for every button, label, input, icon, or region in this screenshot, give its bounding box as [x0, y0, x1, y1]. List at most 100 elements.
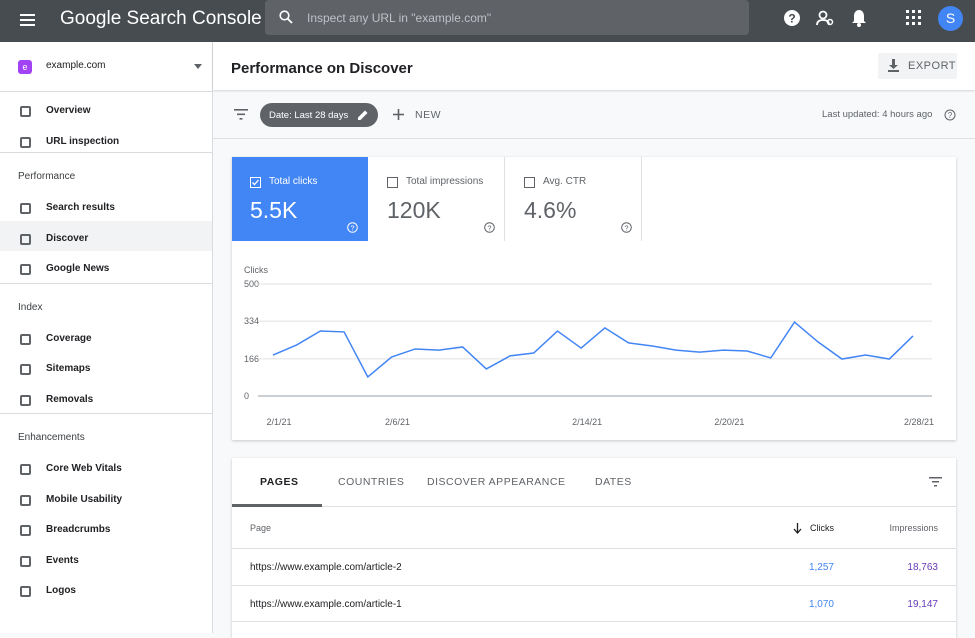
edit-icon	[358, 110, 368, 120]
search-box[interactable]: Inspect any URL in "example.com"	[265, 0, 749, 35]
nav-icon	[20, 464, 31, 475]
help-icon[interactable]: ?	[621, 220, 632, 238]
metric-label: Total clicks	[269, 176, 318, 187]
help-icon[interactable]: ?	[783, 9, 801, 27]
cell: 1,257	[808, 562, 834, 573]
page-title: Performance on Discover	[231, 60, 413, 77]
metric-tile[interactable]: Total clicks 5.5K?	[232, 157, 368, 241]
date-filter-label: Date: Last 28 days	[269, 110, 349, 121]
last-updated: Last updated: 4 hours ago	[822, 109, 933, 120]
sort-icon[interactable]	[793, 521, 802, 539]
active-tab-indicator	[232, 504, 322, 507]
nav-icon	[20, 394, 31, 406]
product-name: Google Search Console	[60, 8, 262, 29]
y-tick-label: 334	[244, 316, 259, 326]
metric-label: Total impressions	[406, 176, 484, 187]
help-icon[interactable]: ?	[347, 220, 358, 238]
section-title: Index	[18, 301, 43, 313]
y-tick-label: 166	[244, 354, 259, 364]
y-tick-label: 0	[244, 391, 249, 401]
y-axis-label: Clicks	[244, 265, 268, 275]
nav-icon	[20, 364, 31, 375]
nav-item[interactable]: Mobile Usability	[46, 493, 123, 505]
notifications-icon[interactable]	[851, 9, 867, 27]
table-filter-icon[interactable]	[929, 477, 942, 487]
nav-item[interactable]: Core Web Vitals	[46, 463, 122, 474]
row-divider	[232, 584, 956, 586]
nav-item[interactable]: Sitemaps	[46, 363, 91, 374]
metric-value: 5.5K	[250, 197, 298, 223]
avatar[interactable]: S	[938, 6, 963, 31]
row-divider	[232, 621, 956, 622]
x-tick-label: 2/6/21	[385, 417, 410, 427]
nav-item[interactable]: Search results	[46, 202, 115, 213]
svg-text:?: ?	[624, 223, 628, 232]
download-icon	[888, 59, 899, 72]
export-button[interactable]: EXPORT	[878, 53, 957, 79]
divider	[0, 413, 212, 414]
metric-value: 4.6%	[524, 197, 577, 223]
svg-text:?: ?	[487, 223, 491, 232]
checkbox	[524, 177, 535, 188]
search-icon	[279, 10, 293, 24]
y-tick-label: 500	[244, 279, 259, 289]
divider	[0, 282, 212, 284]
nav-item[interactable]: Google News	[46, 263, 110, 274]
nav-item[interactable]: Overview	[46, 105, 91, 116]
checkbox	[387, 177, 398, 188]
metric-label: Avg. CTR	[543, 176, 587, 187]
x-tick-label: 2/20/21	[714, 417, 744, 427]
cell[interactable]: https://www.example.com/article-2	[250, 562, 402, 573]
add-icon[interactable]	[393, 109, 404, 120]
nav-item[interactable]: Removals	[46, 393, 94, 405]
metric-tile[interactable]: Avg. CTR 4.6%?	[506, 157, 642, 241]
section-title: Performance	[18, 171, 76, 182]
property-icon: e	[18, 60, 32, 74]
divider	[213, 138, 975, 139]
cell: 18,763	[907, 562, 938, 573]
x-tick-label: 2/1/21	[266, 417, 291, 427]
menu-icon[interactable]	[20, 13, 35, 27]
column-header: Page	[250, 523, 272, 533]
column-header[interactable]: Impressions	[889, 523, 938, 533]
nav-icon	[20, 555, 31, 567]
nav-item[interactable]: Events	[46, 554, 79, 566]
nav-item[interactable]: Breadcrumbs	[46, 524, 111, 535]
x-tick-label: 2/14/21	[572, 417, 602, 427]
dropdown-icon[interactable]	[194, 64, 202, 69]
divider	[0, 152, 212, 153]
new-button[interactable]: NEW	[415, 109, 441, 121]
top-bar: Google Search Console Inspect any URL in…	[0, 0, 975, 42]
nav-icon	[20, 233, 31, 245]
divider	[0, 91, 212, 92]
help-icon[interactable]: ?	[944, 109, 956, 121]
nav-item[interactable]: URL inspection	[46, 135, 120, 147]
nav-icon	[20, 136, 31, 148]
tab[interactable]: PAGES	[260, 476, 299, 488]
date-filter-chip[interactable]: Date: Last 28 days	[260, 103, 378, 127]
line	[272, 320, 914, 379]
filter-icon[interactable]	[234, 109, 248, 120]
account-settings-icon[interactable]	[816, 9, 834, 27]
divider	[232, 506, 956, 507]
column-header[interactable]: Clicks	[810, 523, 834, 533]
nav-item[interactable]: Coverage	[46, 332, 92, 344]
nav-icon	[20, 525, 31, 536]
metric-tile[interactable]: Total impressions 120K?	[369, 157, 505, 241]
nav-icon	[20, 264, 31, 275]
nav-item[interactable]: Logos	[46, 585, 76, 596]
nav-icon	[20, 494, 31, 506]
tab[interactable]: DISCOVER APPEARANCE	[427, 476, 566, 488]
nav-item[interactable]: Discover	[46, 232, 89, 244]
cell[interactable]: https://www.example.com/article-1	[250, 598, 402, 610]
property-name[interactable]: example.com	[46, 60, 106, 71]
tab[interactable]: COUNTRIES	[338, 476, 405, 488]
help-icon[interactable]: ?	[484, 220, 495, 238]
cell: 1,070	[808, 598, 834, 610]
checkbox	[250, 177, 261, 188]
nav-icon	[20, 106, 31, 117]
svg-text:?: ?	[788, 12, 795, 26]
nav-icon	[20, 333, 31, 345]
apps-icon[interactable]	[906, 10, 921, 25]
tab[interactable]: DATES	[595, 476, 632, 488]
